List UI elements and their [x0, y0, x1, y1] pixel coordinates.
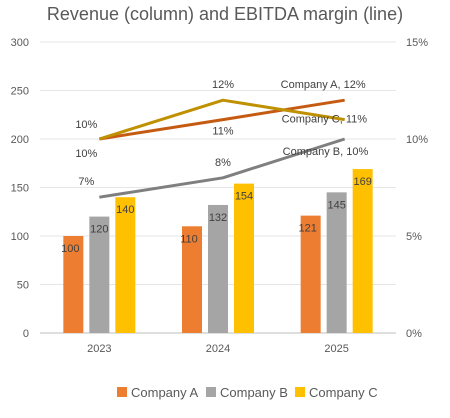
legend-swatch	[117, 387, 127, 397]
y2-tick-label: 15%	[406, 37, 428, 49]
line-data-label: 8%	[215, 157, 231, 169]
y2-tick-label: 5%	[406, 231, 422, 243]
bar-data-label: 169	[353, 176, 371, 188]
line-data-label: 10%	[75, 148, 97, 160]
x-tick-label: 2025	[324, 343, 348, 355]
line-data-label: Company B, 10%	[283, 146, 369, 158]
bar-data-label: 145	[327, 199, 345, 211]
legend-label: Company C	[309, 385, 378, 400]
line-data-label: 10%	[75, 119, 97, 131]
bar-data-label: 110	[180, 233, 198, 245]
bar	[63, 236, 84, 333]
bar-data-label: 154	[235, 191, 253, 203]
bar-data-label: 100	[61, 243, 79, 255]
y-tick-label: 0	[23, 328, 29, 340]
y-tick-label: 50	[17, 280, 29, 292]
line-data-label: 7%	[78, 176, 94, 188]
bar-data-label: 120	[90, 224, 108, 236]
bar-data-label: 121	[298, 223, 316, 235]
bar	[89, 216, 110, 333]
bar	[300, 215, 321, 333]
line-data-label: Company A, 12%	[281, 79, 366, 91]
y2-tick-label: 0%	[406, 328, 422, 340]
bar	[208, 204, 228, 333]
legend-label: Company A	[131, 385, 199, 400]
bar-data-label: 140	[116, 204, 134, 216]
legend-swatch	[206, 387, 216, 397]
x-tick-label: 2023	[87, 343, 111, 355]
y-tick-label: 150	[11, 183, 29, 195]
line-series	[98, 98, 345, 141]
y-tick-label: 300	[11, 37, 29, 49]
bar	[182, 226, 202, 333]
bar	[352, 169, 373, 333]
x-tick-label: 2024	[206, 343, 230, 355]
y-tick-label: 100	[11, 231, 29, 243]
legend-label: Company B	[220, 385, 288, 400]
bar	[115, 197, 136, 333]
y-tick-label: 200	[11, 134, 29, 146]
line-series	[99, 98, 345, 141]
line-data-label: 12%	[212, 79, 234, 91]
line-series	[99, 137, 346, 199]
bar	[326, 192, 347, 333]
line-data-label: 11%	[212, 126, 233, 138]
bar-data-label: 132	[209, 212, 227, 224]
y2-tick-label: 10%	[406, 134, 428, 146]
chart-title: Revenue (column) and EBITDA margin (line…	[46, 4, 404, 24]
y-tick-label: 250	[11, 86, 29, 98]
line-data-label: Company C, 11%	[282, 114, 368, 126]
bar	[234, 183, 254, 333]
legend-swatch	[295, 387, 305, 397]
